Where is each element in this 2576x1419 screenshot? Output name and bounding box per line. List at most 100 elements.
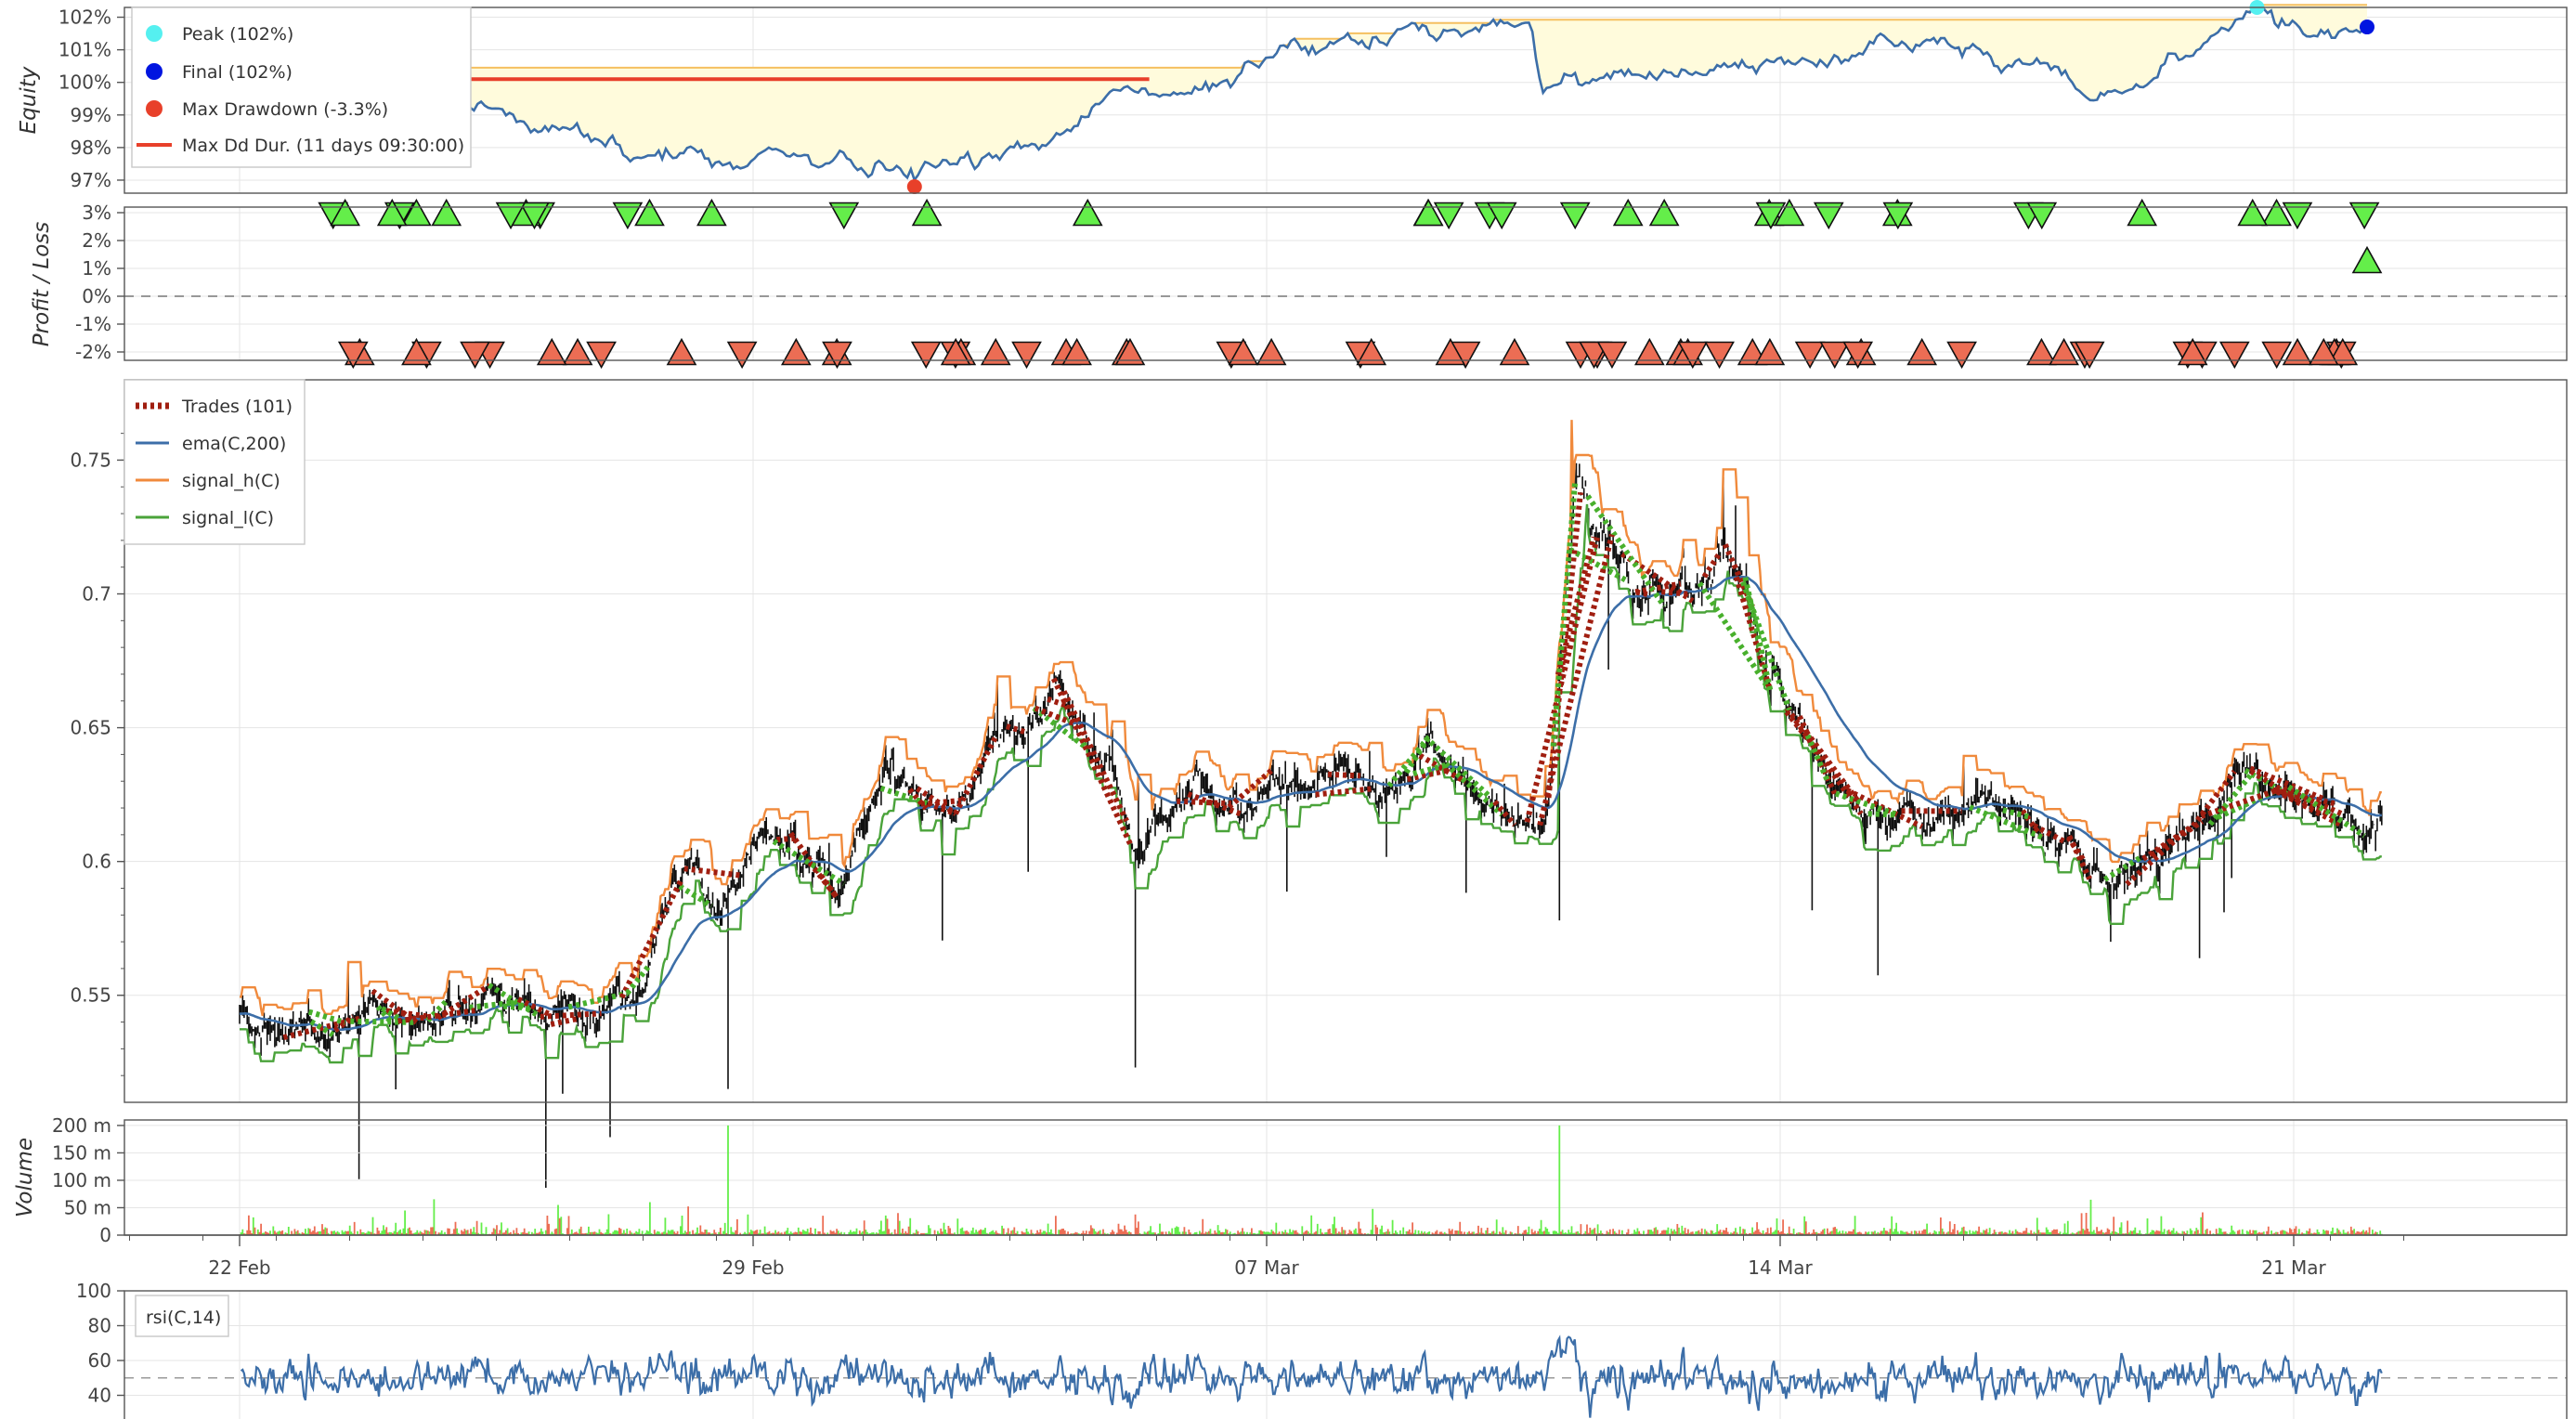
pl-marker-long — [780, 337, 812, 366]
trade-line — [516, 996, 553, 1019]
trade-line — [1315, 786, 1373, 798]
trade-line — [1187, 791, 1244, 818]
trade-line — [488, 983, 542, 1020]
trade-line — [1742, 577, 1774, 694]
x-axis: 22 Feb 29 Feb 07 Mar 14 Mar 21 Mar — [124, 1234, 2567, 1279]
profit-loss-panel: 3% 2% 1% 0% -1% -2% Profit / Loss — [30, 198, 2568, 370]
pl-marker-long — [1114, 337, 1146, 366]
legend-drawdown-dot — [146, 100, 163, 117]
trade-line — [683, 866, 743, 879]
pl-marker-long — [1633, 337, 1665, 366]
pl-marker-long — [634, 198, 665, 227]
equity-y-tick-label: 98% — [71, 137, 111, 159]
legend-dd-duration-label: Max Dd Dur. (11 days 09:30:00) — [182, 136, 464, 156]
pl-marker-long — [1754, 337, 1786, 366]
pl-marker-long — [696, 198, 727, 227]
trade-line — [926, 801, 956, 817]
pl-marker-long — [1499, 337, 1530, 366]
pl-marker-short — [460, 341, 490, 370]
trade-line — [2066, 835, 2092, 880]
rsi-panel: 10080604020 rsi(C,14) — [76, 1280, 2568, 1419]
trade-line — [2282, 785, 2345, 817]
trade-line — [1412, 762, 1450, 777]
pl-marker-long — [376, 198, 408, 227]
trade-line — [371, 988, 419, 1025]
trade-line — [1804, 734, 1832, 785]
trade-line — [1701, 552, 1723, 579]
trade-line — [776, 835, 797, 843]
pl-marker-long — [401, 337, 432, 366]
pl-marker-short — [1596, 341, 1628, 370]
equity-y-tick-label: 100% — [59, 72, 111, 94]
pl-y-tick-label: -2% — [75, 341, 111, 363]
pl-marker-long — [2308, 337, 2339, 366]
pl-marker-long — [1228, 337, 1259, 366]
pl-y-ticks: 3% 2% 1% 0% -1% -2% — [75, 202, 124, 363]
equity-legend: Peak (102%) Final (102%) Max Drawdown (-… — [131, 7, 472, 168]
equity-line — [238, 3, 2368, 183]
trade-line — [510, 998, 527, 1006]
pl-marker-short — [1559, 202, 1591, 230]
trade-line — [625, 963, 652, 996]
x-tick-label: 21 Mar — [2261, 1256, 2326, 1279]
trade-line — [1555, 536, 1597, 676]
trade-line — [2200, 788, 2278, 819]
trade-line — [1047, 696, 1067, 709]
pl-y-tick-label: 3% — [82, 202, 111, 224]
trade-line — [1568, 547, 1630, 584]
trade-line — [1635, 589, 1650, 598]
trade-line — [2032, 823, 2065, 844]
trade-line — [2286, 784, 2366, 839]
pl-marker-long — [1774, 198, 1805, 227]
x-tick-label: 14 Mar — [1748, 1256, 1813, 1279]
pl-marker-long — [401, 198, 432, 227]
pl-marker-short — [337, 341, 369, 370]
volume-y-tick-label: 100 m — [52, 1169, 111, 1191]
x-tick-label: 07 Mar — [1234, 1256, 1299, 1279]
pl-marker-short — [1486, 202, 1517, 230]
signal-h-line — [240, 420, 2382, 1016]
volume-y-tick-label: 50 m — [64, 1196, 111, 1218]
equity-frame — [124, 7, 2568, 194]
equity-axis-label: Equity — [17, 66, 41, 134]
pl-marker-long — [1906, 337, 1938, 366]
equity-y-tick-label: 97% — [71, 169, 111, 191]
pl-marker-short — [2261, 341, 2293, 370]
pl-marker-long — [536, 337, 567, 366]
trade-line — [307, 1009, 346, 1025]
trade-line — [1834, 790, 1899, 818]
x-tick-label: 29 Feb — [722, 1256, 784, 1279]
pl-marker-short — [1794, 341, 1826, 370]
rsi-y-tick-label: 40 — [88, 1385, 111, 1407]
price-y-tick-label: 0.75 — [70, 449, 111, 471]
rsi-legend-label: rsi(C,14) — [146, 1308, 221, 1328]
price-frame — [124, 379, 2568, 1103]
pl-marker-short — [1755, 202, 1787, 230]
rsi-y-tick-label: 80 — [88, 1315, 111, 1337]
pl-marker-long — [2351, 245, 2383, 274]
pl-marker-short — [1813, 202, 1844, 230]
pl-marker-short — [1677, 341, 1709, 370]
running-peak-line — [239, 4, 2367, 77]
pl-frame — [124, 206, 2568, 361]
trade-line — [2275, 788, 2343, 828]
price-y-ticks: 0.75 0.7 0.65 0.6 0.55 — [70, 433, 124, 1076]
trade-line — [550, 1016, 579, 1027]
pl-marker-long — [562, 337, 593, 366]
legend-signal-h-label: signal_h(C) — [182, 471, 280, 491]
pl-marker-short — [1842, 341, 1874, 370]
legend-signal-l-label: signal_l(C) — [182, 508, 274, 528]
equity-panel: 102% 101% 100% 99% 98% 97% Equity Peak (102%)… — [17, 0, 2568, 194]
volume-y-tick-label: 150 m — [52, 1141, 111, 1164]
trade-line — [375, 1005, 395, 1025]
trade-line — [1845, 788, 1924, 829]
pl-marker-short — [1433, 202, 1464, 230]
trade-line — [1177, 798, 1232, 807]
trade-line — [425, 998, 449, 1023]
pl-marker-long — [1061, 337, 1092, 366]
trade-line — [502, 1003, 535, 1011]
pl-marker-long — [2177, 337, 2208, 366]
pl-marker-short — [2218, 341, 2250, 370]
trade-line — [1785, 706, 1864, 816]
pl-marker-short — [495, 202, 527, 230]
